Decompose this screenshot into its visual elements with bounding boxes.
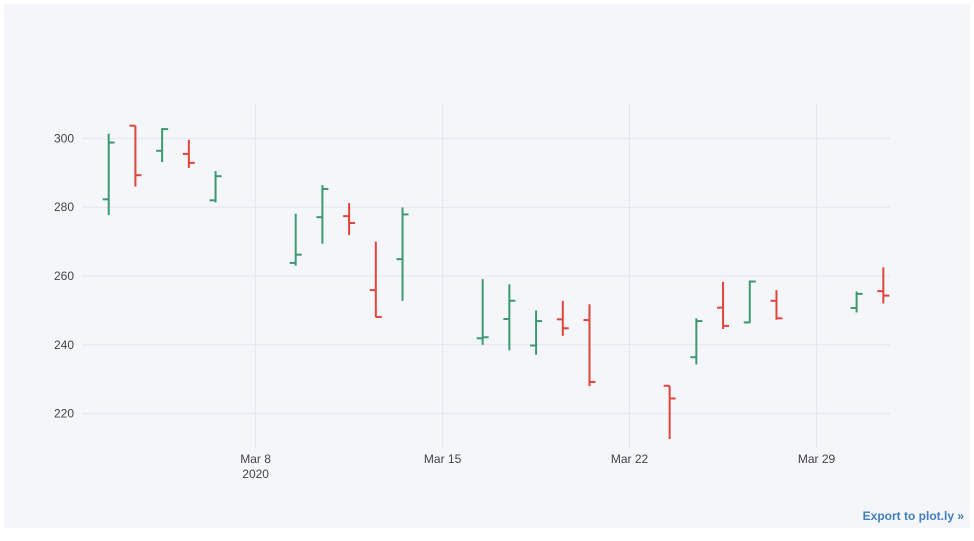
ohlc-bar[interactable] <box>396 207 409 301</box>
ohlc-bar[interactable] <box>556 300 569 336</box>
x-tick-year-label: 2020 <box>242 467 269 481</box>
x-tick-label: Mar 29 <box>798 452 836 466</box>
ohlc-bar[interactable] <box>102 133 115 216</box>
ohlc-bar[interactable] <box>369 241 382 318</box>
ohlc-bar[interactable] <box>289 213 302 266</box>
export-to-plotly-link[interactable]: Export to plot.ly » <box>862 509 964 523</box>
x-tick-label: Mar 22 <box>611 452 649 466</box>
ohlc-bar[interactable] <box>877 267 890 304</box>
ohlc-bar[interactable] <box>743 280 756 324</box>
ohlc-bar[interactable] <box>476 279 489 345</box>
ohlc-bar[interactable] <box>717 281 730 329</box>
ohlc-bar[interactable] <box>583 304 596 387</box>
ohlc-bar[interactable] <box>182 139 195 168</box>
ohlc-bar[interactable] <box>156 128 169 163</box>
y-tick-label: 220 <box>54 407 74 421</box>
ohlc-bar[interactable] <box>530 310 543 355</box>
x-tick-label: Mar 8 <box>240 452 271 466</box>
ohlc-bar[interactable] <box>209 171 222 203</box>
y-tick-label: 260 <box>54 269 74 283</box>
x-tick-label: Mar 15 <box>424 452 462 466</box>
y-tick-label: 280 <box>54 200 74 214</box>
y-tick-label: 240 <box>54 338 74 352</box>
ohlc-bars[interactable] <box>102 124 890 440</box>
y-gridlines <box>82 137 890 415</box>
ohlc-bar[interactable] <box>690 318 703 365</box>
y-tick-label: 300 <box>54 131 74 145</box>
plot-background <box>4 4 970 528</box>
ohlc-bar[interactable] <box>343 203 356 236</box>
y-axis-tick-labels: 220 240 260 280 300 <box>54 131 74 420</box>
ohlc-bar[interactable] <box>503 284 516 351</box>
ohlc-bar[interactable] <box>316 185 329 244</box>
ohlc-bar[interactable] <box>663 384 676 440</box>
ohlc-bar[interactable] <box>770 290 783 320</box>
ohlc-bar[interactable] <box>850 291 863 313</box>
ohlc-bar[interactable] <box>129 124 142 187</box>
